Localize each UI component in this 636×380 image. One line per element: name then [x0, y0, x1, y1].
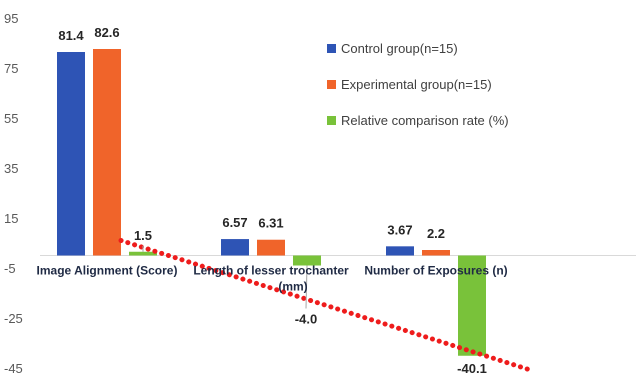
data-label: -40.1	[457, 361, 487, 376]
y-tick-label: -25	[4, 311, 23, 326]
bar	[221, 239, 249, 256]
y-tick-label: -5	[4, 261, 16, 276]
leader-line	[305, 265, 308, 309]
legend-label: Experimental group(n=15)	[341, 77, 492, 92]
y-tick-label: 75	[4, 61, 18, 76]
category-labels: Image Alignment (Score) Length of lesser …	[37, 264, 508, 294]
bar	[386, 246, 414, 256]
y-tick-label: 95	[4, 11, 18, 26]
y-tick-label: 35	[4, 161, 18, 176]
trend-line	[118, 238, 535, 373]
y-tick-label: -45	[4, 361, 23, 376]
x-category-label: Image Alignment (Score)	[37, 264, 178, 278]
legend-swatch	[327, 116, 336, 125]
data-label: 6.31	[258, 216, 283, 231]
data-label: 81.4	[58, 28, 84, 43]
x-category-label: Number of Exposures (n)	[364, 264, 507, 278]
legend: Control group(n=15) Experimental group(n=…	[327, 41, 509, 128]
data-label: -4.0	[295, 312, 317, 327]
data-label: 3.67	[387, 222, 412, 237]
data-label: 1.5	[134, 228, 152, 243]
data-label: 82.6	[94, 25, 119, 40]
bar	[293, 255, 321, 266]
x-category-label: Length of lesser trochanter (mm)	[193, 264, 349, 294]
legend-label: Control group(n=15)	[341, 41, 458, 56]
data-label: 2.2	[427, 226, 445, 241]
bar	[422, 250, 450, 256]
bar	[257, 239, 285, 256]
legend-label: Relative comparison rate (%)	[341, 113, 509, 128]
bar	[129, 251, 157, 256]
data-label: 6.57	[222, 215, 247, 230]
data-labels: 81.4 6.57 3.67 82.6 6.31 2.2 1.5 -4.0 -40.1	[58, 25, 486, 376]
bar	[458, 255, 486, 356]
bar	[93, 49, 121, 256]
legend-swatch	[327, 44, 336, 53]
bar	[57, 52, 85, 256]
legend-swatch	[327, 80, 336, 89]
y-tick-label: 15	[4, 211, 18, 226]
y-axis-ticks: 95 75 55 35 15 -5 -25 -45	[4, 11, 23, 376]
bars	[57, 49, 486, 356]
y-tick-label: 55	[4, 111, 18, 126]
leader-lines	[142, 245, 308, 309]
